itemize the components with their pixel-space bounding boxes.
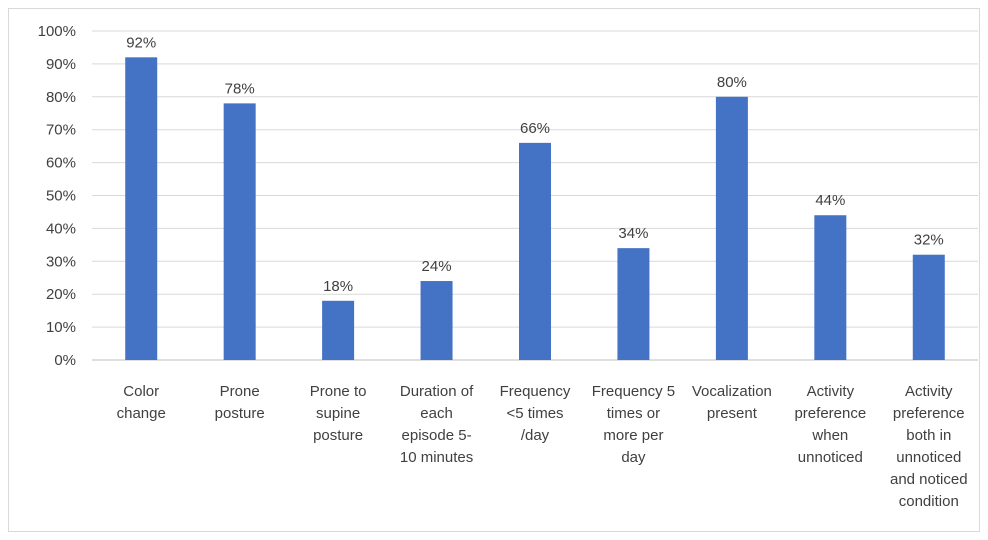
- y-tick-label: 0%: [54, 352, 76, 369]
- category-label: more per: [603, 427, 663, 444]
- bar: [322, 300, 355, 360]
- category-label: <5 times: [506, 405, 563, 422]
- data-label: 34%: [618, 225, 648, 242]
- category-label: each: [420, 405, 453, 422]
- y-tick-label: 100%: [38, 23, 76, 40]
- data-label: 24%: [422, 258, 452, 275]
- bar: [617, 248, 650, 360]
- category-label: Prone: [220, 383, 260, 400]
- category-label: both in: [906, 427, 951, 444]
- category-label: Activity: [807, 383, 855, 400]
- category-label: day: [621, 449, 646, 466]
- category-label: unnoticed: [896, 449, 961, 466]
- bar: [125, 57, 158, 360]
- bar: [715, 96, 748, 361]
- data-label: 92%: [126, 34, 156, 51]
- y-tick-label: 40%: [46, 220, 76, 237]
- category-label: times or: [607, 405, 660, 422]
- bar: [223, 103, 256, 360]
- y-tick-label: 70%: [46, 122, 76, 139]
- category-label: episode 5-: [402, 427, 472, 444]
- category-label: Vocalization: [692, 383, 772, 400]
- y-tick-label: 80%: [46, 89, 76, 106]
- category-label: 10 minutes: [400, 449, 473, 466]
- bar: [814, 215, 847, 360]
- category-label: Duration of: [400, 383, 474, 400]
- category-label: posture: [313, 427, 363, 444]
- y-tick-label: 50%: [46, 188, 76, 205]
- data-label: 18%: [323, 278, 353, 295]
- category-label: when: [811, 427, 848, 444]
- category-label: Activity: [905, 383, 953, 400]
- category-label: Color: [123, 383, 159, 400]
- data-label: 32%: [914, 232, 944, 249]
- y-tick-label: 10%: [46, 319, 76, 336]
- category-label: /day: [521, 427, 550, 444]
- bar: [420, 281, 453, 360]
- data-label: 80%: [717, 74, 747, 91]
- category-label: condition: [899, 493, 959, 510]
- category-label: unnoticed: [798, 449, 863, 466]
- category-label: posture: [215, 405, 265, 422]
- data-label: 44%: [815, 192, 845, 209]
- category-label: Frequency: [500, 383, 571, 400]
- category-label: supine: [316, 405, 360, 422]
- y-tick-label: 90%: [46, 56, 76, 73]
- category-label: Frequency 5: [592, 383, 675, 400]
- y-tick-label: 20%: [46, 286, 76, 303]
- bar: [519, 142, 551, 360]
- data-label: 78%: [225, 80, 255, 97]
- category-label: preference: [893, 405, 965, 422]
- y-tick-label: 30%: [46, 253, 76, 270]
- bar: [912, 254, 945, 360]
- data-label: 66%: [520, 120, 550, 137]
- category-label: present: [707, 405, 758, 422]
- category-label: Prone to: [310, 383, 367, 400]
- y-tick-label: 60%: [46, 155, 76, 172]
- category-label: and noticed: [890, 471, 968, 488]
- category-label: preference: [794, 405, 866, 422]
- category-label: change: [117, 405, 166, 422]
